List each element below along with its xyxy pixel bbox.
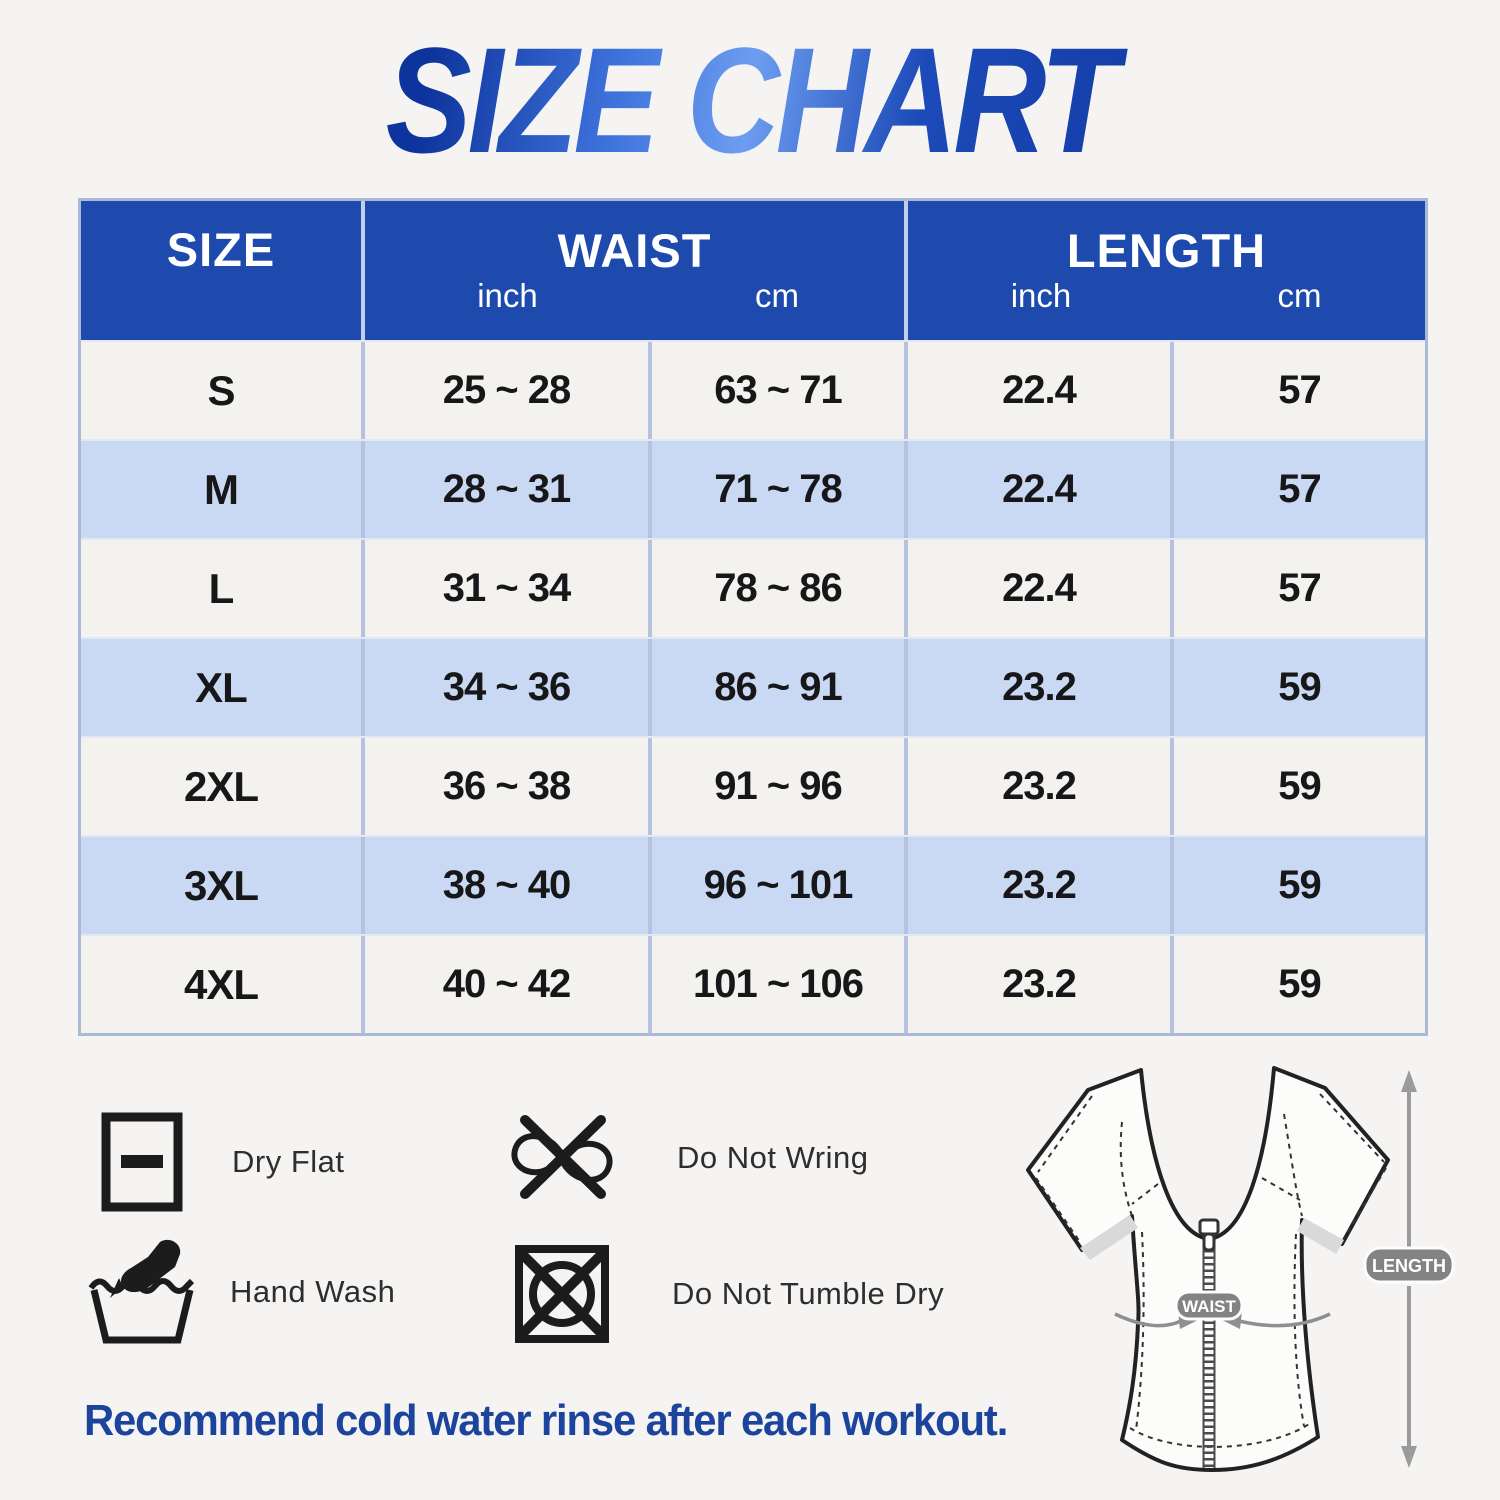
care-label: Dry Flat bbox=[232, 1144, 345, 1179]
table-row: 4XL 40 ~ 42 101 ~ 106 23.2 59 bbox=[81, 934, 1425, 1033]
header-length-label: LENGTH bbox=[1066, 223, 1267, 277]
length-inch-cell: 23.2 bbox=[908, 639, 1174, 736]
table-row: 3XL 38 ~ 40 96 ~ 101 23.2 59 bbox=[81, 835, 1425, 934]
length-inch-label: inch bbox=[1010, 277, 1072, 315]
care-label: Do Not Wring bbox=[677, 1140, 869, 1175]
header-waist-label: WAIST bbox=[557, 223, 712, 277]
header-waist-units: inch cm bbox=[365, 277, 904, 315]
waist-cm-cell: 63 ~ 71 bbox=[652, 342, 908, 439]
length-cm-cell: 57 bbox=[1278, 368, 1322, 412]
size-cell: 2XL bbox=[81, 738, 365, 835]
waist-cm-cell: 101 ~ 106 bbox=[652, 936, 908, 1033]
size-cell: 3XL bbox=[81, 837, 365, 934]
dry-flat-icon bbox=[101, 1112, 183, 1212]
length-cm-label: cm bbox=[1277, 277, 1322, 315]
size-cell: M bbox=[81, 441, 365, 538]
header-waist: WAIST inch cm bbox=[365, 201, 908, 340]
length-inch-cell: 23.2 bbox=[908, 738, 1174, 835]
header-length-units: inch cm bbox=[908, 277, 1425, 315]
length-cm-cell: 59 bbox=[1278, 962, 1322, 1006]
waist-cm-label: cm bbox=[755, 277, 799, 315]
table-row: 2XL 36 ~ 38 91 ~ 96 23.2 59 bbox=[81, 736, 1425, 835]
header-size: SIZE bbox=[81, 201, 365, 340]
length-inch-cell: 22.4 bbox=[908, 540, 1174, 637]
waist-inch-cell: 36 ~ 38 bbox=[365, 738, 652, 835]
waist-cm-cell: 96 ~ 101 bbox=[652, 837, 908, 934]
page-title: SIZE CHART bbox=[105, 14, 1395, 187]
do-not-wring-icon bbox=[511, 1115, 613, 1199]
length-cm-cell: 59 bbox=[1278, 665, 1322, 709]
waist-inch-cell: 38 ~ 40 bbox=[365, 837, 652, 934]
garment-diagram: WAIST LENGTH bbox=[960, 1052, 1500, 1500]
size-table: SIZE WAIST inch cm LENGTH inch cm S 25 ~… bbox=[78, 198, 1428, 1036]
table-header-row: SIZE WAIST inch cm LENGTH inch cm bbox=[81, 201, 1425, 340]
waist-inch-cell: 28 ~ 31 bbox=[365, 441, 652, 538]
length-inch-cell: 22.4 bbox=[908, 342, 1174, 439]
do-not-tumble-dry-icon bbox=[515, 1245, 609, 1343]
care-item-do-not-wring: Do Not Wring bbox=[505, 1110, 869, 1206]
size-cell: 4XL bbox=[81, 936, 365, 1033]
waist-badge bbox=[1174, 1290, 1244, 1321]
waist-cm-cell: 91 ~ 96 bbox=[652, 738, 908, 835]
garment-illustration-icon: WAIST LENGTH bbox=[1026, 1066, 1455, 1472]
length-badge bbox=[1363, 1246, 1455, 1284]
waist-cm-cell: 86 ~ 91 bbox=[652, 639, 908, 736]
waist-cm-cell: 71 ~ 78 bbox=[652, 441, 908, 538]
waist-inch-cell: 25 ~ 28 bbox=[365, 342, 652, 439]
care-item-hand-wash: Hand Wash bbox=[86, 1236, 395, 1348]
length-inch-cell: 23.2 bbox=[908, 936, 1174, 1033]
waist-inch-cell: 40 ~ 42 bbox=[365, 936, 652, 1033]
length-cm-cell: 57 bbox=[1278, 566, 1322, 610]
header-length: LENGTH inch cm bbox=[908, 201, 1425, 340]
table-row: L 31 ~ 34 78 ~ 86 22.4 57 bbox=[81, 538, 1425, 637]
length-inch-cell: 22.4 bbox=[908, 441, 1174, 538]
care-label: Hand Wash bbox=[230, 1274, 396, 1309]
size-cell: L bbox=[81, 540, 365, 637]
size-cell: XL bbox=[81, 639, 365, 736]
size-cell: S bbox=[81, 342, 365, 439]
waist-inch-cell: 34 ~ 36 bbox=[365, 639, 652, 736]
length-cm-cell: 59 bbox=[1278, 764, 1322, 808]
care-item-dry-flat: Dry Flat bbox=[100, 1112, 345, 1212]
care-label: Do Not Tumble Dry bbox=[672, 1276, 945, 1311]
waist-inch-cell: 31 ~ 34 bbox=[365, 540, 652, 637]
table-row: XL 34 ~ 36 86 ~ 91 23.2 59 bbox=[81, 637, 1425, 736]
length-inch-cell: 23.2 bbox=[908, 837, 1174, 934]
header-size-label: SIZE bbox=[166, 222, 276, 276]
length-badge-label: LENGTH bbox=[1372, 1256, 1446, 1276]
table-row: S 25 ~ 28 63 ~ 71 22.4 57 bbox=[81, 340, 1425, 439]
hand-wash-icon bbox=[88, 1239, 195, 1344]
waist-badge-label: WAIST bbox=[1182, 1297, 1236, 1316]
waist-inch-label: inch bbox=[477, 277, 538, 315]
waist-cm-cell: 78 ~ 86 bbox=[652, 540, 908, 637]
table-row: M 28 ~ 31 71 ~ 78 22.4 57 bbox=[81, 439, 1425, 538]
length-cm-cell: 57 bbox=[1278, 467, 1322, 511]
length-cm-cell: 59 bbox=[1278, 863, 1322, 907]
care-item-do-not-tumble-dry: Do Not Tumble Dry bbox=[512, 1240, 944, 1348]
recommendation-note: Recommend cold water rinse after each wo… bbox=[84, 1396, 1008, 1445]
